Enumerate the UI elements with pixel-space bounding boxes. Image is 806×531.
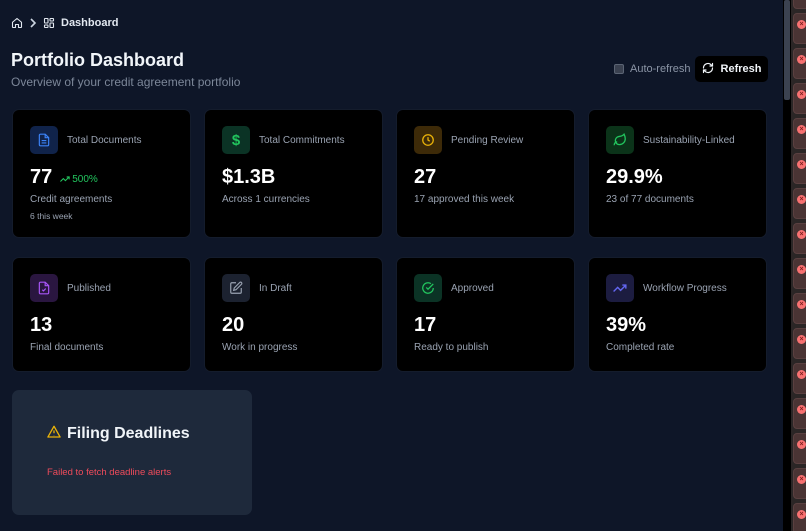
page-scrollbar[interactable] <box>783 0 791 531</box>
stat-value: 27 <box>414 166 437 188</box>
error-x-icon: × <box>797 475 806 484</box>
file-check-icon <box>30 274 58 302</box>
stat-card-published[interactable]: Published 13 Final documents <box>12 257 191 372</box>
leaf-icon <box>606 126 634 154</box>
stat-value: $1.3B <box>222 166 276 188</box>
trend-value: 500% <box>72 173 98 185</box>
dashboard-grid-icon <box>43 17 55 29</box>
filing-deadlines-title: Filing Deadlines <box>47 425 190 443</box>
stat-card-total-documents[interactable]: Total Documents 77 500% Credit agreement… <box>12 109 191 238</box>
error-x-icon: × <box>797 55 806 64</box>
stat-value: 39% <box>606 314 647 336</box>
stat-card-pending-review[interactable]: Pending Review 27 17 approved this week <box>396 109 575 238</box>
stat-label: In Draft <box>259 283 292 294</box>
stat-value: 20 <box>222 314 245 336</box>
dollar-icon: $ <box>222 126 250 154</box>
toast-stack: × × × × × × × × × × × × × × × <box>791 0 806 531</box>
error-toast[interactable]: × <box>793 258 806 289</box>
deadlines-error-message: Failed to fetch deadline alerts <box>47 467 172 478</box>
stat-label: Approved <box>451 283 494 294</box>
error-toast[interactable]: × <box>793 83 806 114</box>
error-x-icon: × <box>797 510 806 519</box>
error-x-icon: × <box>797 20 806 29</box>
scrollbar-thumb[interactable] <box>784 0 790 100</box>
stat-subtext: 17 approved this week <box>414 194 515 205</box>
error-x-icon: × <box>797 405 806 414</box>
stat-label: Published <box>67 283 111 294</box>
breadcrumb: Dashboard <box>11 15 118 31</box>
error-x-icon: × <box>797 335 806 344</box>
auto-refresh-checkbox[interactable] <box>614 64 624 74</box>
error-x-icon: × <box>797 195 806 204</box>
trending-up-icon <box>606 274 634 302</box>
refresh-button[interactable]: Refresh <box>695 56 768 82</box>
stat-label: Total Commitments <box>259 135 345 146</box>
error-toast[interactable]: × <box>793 188 806 219</box>
edit-icon <box>222 274 250 302</box>
auto-refresh-label: Auto-refresh <box>630 63 691 75</box>
error-toast[interactable]: × <box>793 468 806 499</box>
error-toast[interactable]: × <box>793 433 806 464</box>
stat-subtext-secondary: 6 this week <box>30 211 73 221</box>
stat-value: 77 500% <box>30 166 98 189</box>
auto-refresh-toggle[interactable]: Auto-refresh <box>614 63 691 75</box>
page-subtitle: Overview of your credit agreement portfo… <box>11 75 241 89</box>
error-x-icon: × <box>797 440 806 449</box>
stat-label: Pending Review <box>451 135 524 146</box>
error-toast[interactable]: × <box>793 153 806 184</box>
page-title: Portfolio Dashboard <box>11 50 185 70</box>
main-content: Dashboard Portfolio Dashboard Overview o… <box>11 15 768 515</box>
error-toast[interactable]: × <box>793 363 806 394</box>
clock-icon <box>414 126 442 154</box>
error-toast[interactable]: × <box>793 328 806 359</box>
refresh-label: Refresh <box>720 63 762 75</box>
stat-subtext: Final documents <box>30 342 104 353</box>
error-toast[interactable]: × <box>793 13 806 44</box>
stat-card-total-commitments[interactable]: $ Total Commitments $1.3B Across 1 curre… <box>204 109 383 238</box>
stat-subtext: Across 1 currencies <box>222 194 310 205</box>
stat-value: 29.9% <box>606 166 663 188</box>
error-toast[interactable]: × <box>793 293 806 324</box>
error-toast[interactable]: × <box>793 118 806 149</box>
error-x-icon: × <box>797 230 806 239</box>
chevron-right-icon <box>29 18 37 28</box>
filing-deadlines-panel: Filing Deadlines Failed to fetch deadlin… <box>12 390 252 515</box>
trend-badge: 500% <box>60 174 98 185</box>
error-toast[interactable] <box>793 0 806 9</box>
stat-subtext: Ready to publish <box>414 342 489 353</box>
stat-subtext: Work in progress <box>222 342 298 353</box>
stat-value-number: 77 <box>30 166 53 188</box>
error-x-icon: × <box>797 160 806 169</box>
file-text-icon <box>30 126 58 154</box>
error-x-icon: × <box>797 300 806 309</box>
stat-card-workflow-progress[interactable]: Workflow Progress 39% Completed rate <box>588 257 767 372</box>
home-icon[interactable] <box>11 17 23 29</box>
stat-subtext: Completed rate <box>606 342 675 353</box>
error-toast[interactable]: × <box>793 503 806 531</box>
filing-deadlines-title-text: Filing Deadlines <box>67 425 190 442</box>
stat-label: Workflow Progress <box>643 283 727 294</box>
stat-card-approved[interactable]: Approved 17 Ready to publish <box>396 257 575 372</box>
stat-value: 17 <box>414 314 437 336</box>
error-x-icon: × <box>797 370 806 379</box>
stat-value: 13 <box>30 314 53 336</box>
check-circle-icon <box>414 274 442 302</box>
error-x-icon: × <box>797 90 806 99</box>
stat-subtext: Credit agreements <box>30 194 113 205</box>
warning-icon <box>47 425 61 443</box>
error-toast[interactable]: × <box>793 223 806 254</box>
error-toast[interactable]: × <box>793 48 806 79</box>
error-x-icon: × <box>797 125 806 134</box>
trending-up-icon <box>60 176 70 182</box>
error-toast[interactable]: × <box>793 398 806 429</box>
refresh-icon <box>702 62 714 77</box>
stat-label: Total Documents <box>67 135 142 146</box>
error-x-icon: × <box>797 265 806 274</box>
stat-subtext: 23 of 77 documents <box>606 194 694 205</box>
stat-label: Sustainability-Linked <box>643 135 735 146</box>
breadcrumb-current: Dashboard <box>61 17 119 29</box>
stat-card-sustainability-linked[interactable]: Sustainability-Linked 29.9% 23 of 77 doc… <box>588 109 767 238</box>
stat-card-in-draft[interactable]: In Draft 20 Work in progress <box>204 257 383 372</box>
